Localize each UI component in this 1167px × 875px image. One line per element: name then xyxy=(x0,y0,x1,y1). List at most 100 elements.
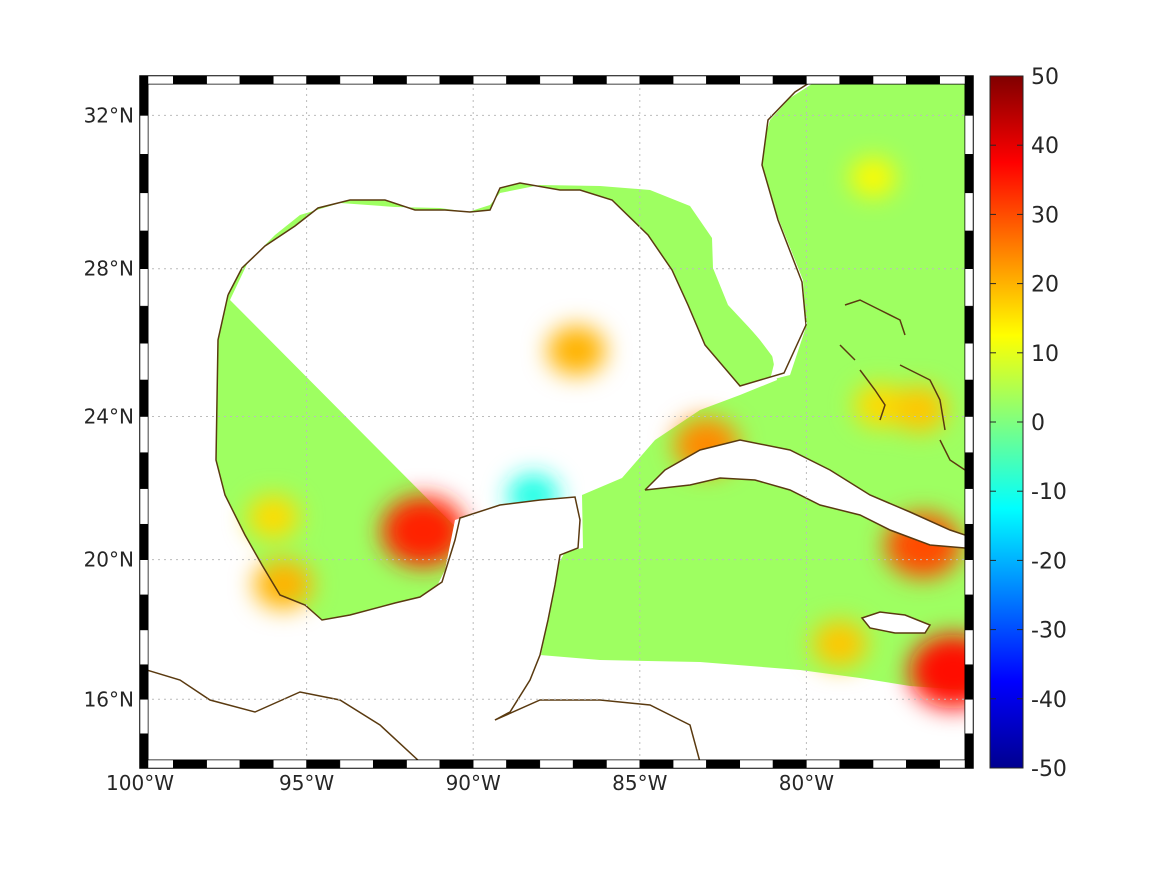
colorbar-tick-label: 40 xyxy=(1031,134,1059,159)
frame-segment-top xyxy=(606,75,641,85)
colorbar-tick-label: 20 xyxy=(1031,273,1059,298)
frame-segment-right xyxy=(964,416,974,453)
frame-segment-left xyxy=(139,733,149,769)
frame-segment-left xyxy=(139,664,149,700)
frame-segment-bottom xyxy=(839,759,874,769)
frame-segment-bottom xyxy=(706,759,741,769)
hotspot xyxy=(909,634,965,709)
yucatan-land xyxy=(420,497,580,660)
us-gulf-coastline xyxy=(227,82,813,387)
frame-segment-left xyxy=(139,342,149,381)
frame-segment-bottom xyxy=(273,759,307,769)
frame-segment-top xyxy=(506,75,541,85)
frame-segment-bottom xyxy=(539,759,574,769)
bahamas-coastline xyxy=(839,299,946,431)
latitude-tick-label: 24°N xyxy=(84,404,134,428)
frame-segment-right xyxy=(964,75,974,116)
frame-segment-right xyxy=(964,629,974,665)
frame-segment-bottom xyxy=(572,759,607,769)
frame-segment-top xyxy=(472,75,507,85)
longitude-tick-label: 90°W xyxy=(446,771,501,795)
frame-segment-top xyxy=(372,75,407,85)
cuba-land xyxy=(645,440,965,548)
frame-segment-bottom xyxy=(672,759,707,769)
hotspot xyxy=(381,495,466,567)
frame-segment-right xyxy=(964,488,974,525)
frame-segment-right xyxy=(964,452,974,489)
colorbar-tick-label: -40 xyxy=(1031,688,1067,713)
frame-segment-left xyxy=(139,230,149,269)
pacific-coastline xyxy=(148,669,421,762)
frame-segment-right xyxy=(964,733,974,769)
longitude-tick-label: 100°W xyxy=(106,771,174,795)
frame-segment-left xyxy=(139,154,149,194)
frame-segment-left xyxy=(139,629,149,665)
hotspot xyxy=(547,325,606,376)
frame-segment-right xyxy=(964,664,974,700)
frame-segment-right xyxy=(964,268,974,307)
frame-segment-bottom xyxy=(406,759,441,769)
latitude-tick-label: 32°N xyxy=(84,103,134,127)
hotspot xyxy=(812,620,868,668)
frame-segment-bottom xyxy=(506,759,541,769)
coastlines xyxy=(148,82,965,762)
frame-segment-top xyxy=(173,75,207,85)
central-america-coastline xyxy=(494,699,701,762)
cuba-coastline xyxy=(644,439,965,549)
frame-segment-bottom xyxy=(772,759,807,769)
frame-segment-left xyxy=(139,75,149,116)
map-frame xyxy=(139,75,974,769)
colorbar-tick-label: -20 xyxy=(1031,549,1067,574)
frame-segment-top xyxy=(406,75,441,85)
frame-segment-top xyxy=(639,75,674,85)
frame-segment-right xyxy=(964,230,974,269)
frame-segment-right xyxy=(964,379,974,417)
frame-segment-bottom xyxy=(606,759,641,769)
frame-segment-bottom xyxy=(472,759,507,769)
frame-segment-bottom xyxy=(206,759,241,769)
frame-segment-top xyxy=(206,75,241,85)
frame-segment-right xyxy=(964,192,974,232)
frame-segment-left xyxy=(139,523,149,560)
frame-segment-right xyxy=(964,559,974,596)
frame-segment-left xyxy=(139,452,149,489)
frame-segment-top xyxy=(239,75,274,85)
frame-segment-bottom xyxy=(239,759,274,769)
longitude-tick-labels: 100°W 95°W 90°W 85°W 80°W xyxy=(106,771,834,795)
longitude-tick-label: 85°W xyxy=(612,771,667,795)
longitude-tick-label: 95°W xyxy=(279,771,334,795)
frame-segment-right xyxy=(964,699,974,734)
frame-segment-bottom xyxy=(739,759,774,769)
colorbar-tick-label: 50 xyxy=(1031,65,1059,90)
frame-segment-top xyxy=(539,75,574,85)
frame-segment-top xyxy=(706,75,741,85)
mexico-gulf-coastline xyxy=(215,294,581,721)
frame-segment-top xyxy=(839,75,874,85)
frame-segment-top xyxy=(439,75,474,85)
frame-segment-right xyxy=(964,305,974,344)
frame-segment-left xyxy=(139,559,149,596)
frame-segment-left xyxy=(139,594,149,631)
frame-segment-top xyxy=(306,75,341,85)
frame-segment-left xyxy=(139,192,149,232)
frame-segment-top xyxy=(273,75,307,85)
frame-segment-left xyxy=(139,115,149,155)
frame-segment-bottom xyxy=(906,759,940,769)
frame-segment-top xyxy=(906,75,940,85)
frame-segment-top xyxy=(772,75,807,85)
frame-segment-bottom xyxy=(173,759,207,769)
frame-segment-left xyxy=(139,416,149,453)
colorbar-tick-label: 10 xyxy=(1031,342,1059,367)
frame-segment-left xyxy=(139,379,149,417)
frame-segment-right xyxy=(964,523,974,560)
colorbar-ticks: 50 40 30 20 10 0 -10 -20 -30 -40 -50 xyxy=(990,65,1067,782)
florida-land xyxy=(708,82,810,380)
colorbar-tick-label: 0 xyxy=(1031,411,1045,436)
map-area xyxy=(148,82,965,762)
frame-segment-left xyxy=(139,305,149,344)
frame-segment-top xyxy=(739,75,774,85)
jamaica-land xyxy=(862,612,930,633)
frame-segment-top xyxy=(806,75,840,85)
frame-segment-right xyxy=(964,594,974,631)
